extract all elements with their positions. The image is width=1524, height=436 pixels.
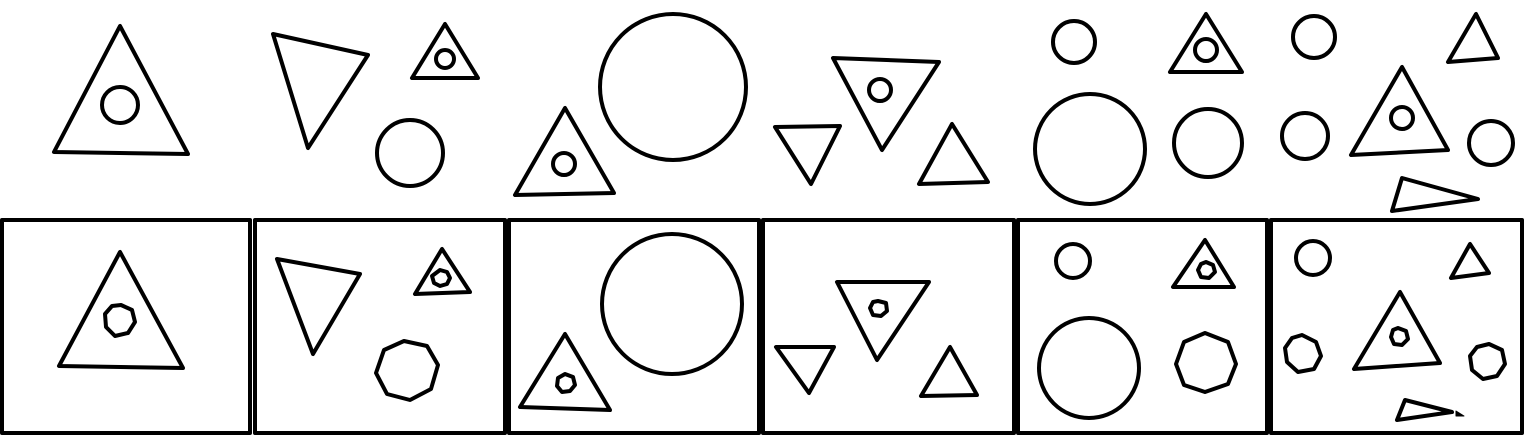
top-figure-5 — [1033, 12, 1244, 206]
circle-icon — [1051, 19, 1097, 65]
answer-panel-frame-1[interactable] — [0, 218, 252, 435]
answer-option-3 — [518, 232, 744, 412]
triangle-icon — [774, 345, 836, 395]
triangle-icon — [413, 247, 472, 296]
circle-icon — [867, 77, 893, 103]
triangle-icon — [275, 257, 362, 356]
answer-option-4 — [774, 280, 979, 398]
circle-icon — [1033, 92, 1147, 206]
triangle-icon — [1352, 290, 1442, 371]
top-figure-3 — [513, 12, 748, 197]
triangle-icon — [1449, 242, 1491, 280]
circle-icon — [1389, 105, 1415, 131]
answer-panel-frame-4[interactable] — [761, 218, 1016, 435]
heptagon-icon — [430, 268, 452, 288]
triangle-icon — [57, 250, 185, 370]
triangle-icon — [773, 124, 842, 186]
heptagon-icon — [1389, 326, 1410, 347]
heptagon-icon — [555, 372, 577, 394]
heptagon-icon — [1174, 331, 1238, 394]
top-figure-4 — [773, 56, 990, 186]
answer-panel-frame-5[interactable] — [1016, 218, 1269, 435]
answer-panel-frame-6[interactable] — [1269, 218, 1524, 435]
top-figure-6 — [1280, 12, 1515, 213]
circle-icon — [1172, 107, 1244, 179]
triangle-icon — [513, 106, 616, 197]
heptagon-icon — [103, 303, 137, 338]
heptagon-icon — [868, 299, 889, 318]
circle-icon — [1037, 316, 1141, 420]
circle-icon — [1054, 242, 1092, 280]
heptagon-icon — [1283, 333, 1323, 374]
triangle-icon — [271, 32, 370, 150]
triangle-icon — [410, 22, 480, 80]
heptagon-icon — [374, 339, 440, 402]
answer-option-2 — [275, 247, 472, 402]
triangle-icon — [1168, 12, 1244, 74]
circle-icon — [1294, 239, 1332, 277]
triangle-icon — [835, 280, 931, 362]
answer-option-6 — [1283, 239, 1507, 422]
circle-icon — [1280, 111, 1330, 161]
triangle-icon — [1171, 238, 1236, 289]
triangle-icon — [1395, 398, 1454, 422]
circle-icon — [551, 151, 577, 177]
answer-panel-frame-2[interactable] — [253, 218, 507, 435]
triangle-icon — [1349, 65, 1450, 157]
heptagon-icon — [1468, 342, 1507, 381]
triangle-icon — [831, 56, 941, 152]
triangle-icon — [919, 345, 979, 398]
top-figure-1 — [52, 24, 190, 156]
heptagon-icon — [1196, 260, 1217, 280]
top-figure-2 — [271, 22, 480, 188]
answer-option-5 — [1037, 238, 1238, 420]
circle-icon — [375, 118, 445, 188]
triangle-icon — [1446, 12, 1500, 64]
circle-icon — [1467, 119, 1515, 167]
answer-option-1 — [57, 250, 185, 370]
circle-icon — [1291, 14, 1337, 60]
triangle-icon — [52, 24, 190, 156]
circle-icon — [1193, 37, 1219, 63]
triangle-icon — [1455, 410, 1465, 417]
bottom-row — [0, 218, 1524, 435]
top-row — [52, 12, 1515, 213]
circle-icon — [434, 48, 456, 70]
circle-icon — [100, 85, 140, 125]
circle-icon — [598, 12, 748, 162]
answer-panel-frame-3[interactable] — [507, 218, 761, 435]
triangle-icon — [917, 122, 990, 186]
triangle-icon — [518, 332, 612, 412]
circle-icon — [600, 232, 744, 376]
triangle-icon — [1390, 176, 1480, 213]
